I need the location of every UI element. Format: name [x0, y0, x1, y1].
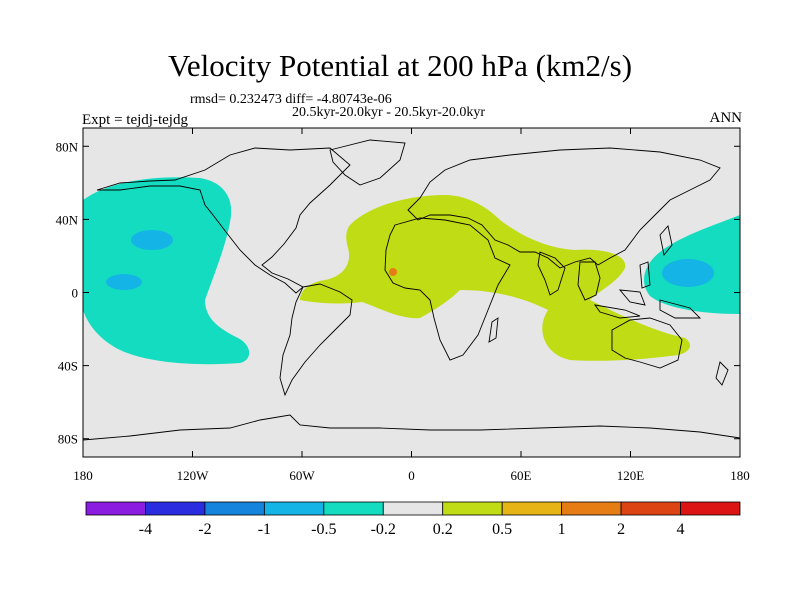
colorbar-swatch — [680, 501, 741, 516]
contour-fills — [83, 177, 740, 365]
colorbar-level-label: -2 — [198, 521, 211, 538]
x-tick-label: 60E — [511, 468, 532, 483]
coastline-greenland — [329, 139, 406, 186]
coastline-madagascar — [488, 317, 499, 343]
colorbar-swatch — [85, 501, 146, 516]
x-tick-label: 120W — [177, 468, 210, 483]
colorbar-swatch — [442, 501, 503, 516]
y-axis: 80N 40N 0 40S 80S — [56, 139, 740, 447]
coastline-se-asia — [577, 261, 702, 319]
colorbar-level-label: 0.5 — [492, 521, 512, 538]
colorbar-swatch — [561, 501, 622, 516]
coastline-south-america — [279, 283, 353, 397]
x-tick-label: 180 — [730, 468, 750, 483]
colorbar-swatch — [145, 501, 206, 516]
x-axis: 180 120W 60W 0 60E 120E 180 — [73, 128, 750, 483]
colorbar-level-label: 0.2 — [433, 521, 453, 538]
coastline-north-america — [96, 147, 351, 294]
colorbar-swatch — [204, 501, 265, 516]
experiment-label: Expt = tejdj-tejdg — [82, 112, 188, 128]
region-central-pacific-core-south — [106, 274, 142, 290]
stats-line: rmsd= 0.232473 diff= -4.80743e-06 — [190, 92, 392, 107]
coastline-africa — [384, 217, 511, 361]
x-tick-label: 120E — [617, 468, 645, 483]
region-central-pacific-negative — [83, 177, 250, 365]
colorbar-level-label: -0.5 — [311, 521, 336, 538]
region-west-africa-max — [389, 268, 397, 276]
colorbar-swatch — [620, 501, 681, 516]
region-central-pacific-core-north — [131, 230, 173, 250]
colorbar-level-label: 4 — [677, 521, 685, 538]
coastline-india — [537, 251, 566, 296]
case-line: 20.5kyr-20.0kyr - 20.5kyr-20.0kyr — [292, 105, 486, 120]
coastlines — [83, 139, 740, 441]
y-tick-label: 80N — [56, 139, 79, 154]
season-label: ANN — [709, 110, 743, 126]
colorbar-swatch — [382, 501, 444, 516]
colorbar-level-label: -4 — [139, 521, 152, 538]
coastline-australia — [611, 317, 683, 369]
coastline-eurasia — [407, 147, 721, 269]
chart-title: Velocity Potential at 200 hPa (km2/s) — [167, 48, 633, 83]
colorbar-level-label: -0.2 — [371, 521, 396, 538]
y-tick-label: 0 — [72, 286, 79, 301]
coastline-antarctica — [83, 414, 740, 441]
coastline-japan — [639, 225, 673, 289]
colorbar-swatch — [323, 501, 384, 516]
x-tick-label: 0 — [408, 468, 415, 483]
y-tick-label: 80S — [58, 432, 78, 447]
colorbar-level-label: 1 — [558, 521, 566, 538]
colorbar-swatch — [263, 501, 325, 516]
x-tick-label: 180 — [73, 468, 93, 483]
colorbar-level-label: -1 — [258, 521, 271, 538]
x-tick-label: 60W — [289, 468, 315, 483]
y-tick-label: 40N — [56, 212, 79, 227]
colorbar-level-label: 2 — [617, 521, 625, 538]
colorbar: -4 -2 -1 -0.5 -0.2 0.2 0.5 1 2 4 — [85, 501, 741, 538]
coastline-new-zealand — [715, 361, 729, 386]
region-west-pacific-core — [662, 259, 714, 287]
region-africa-indian-positive — [300, 195, 690, 361]
y-tick-label: 40S — [58, 359, 78, 374]
colorbar-swatch — [501, 501, 563, 516]
